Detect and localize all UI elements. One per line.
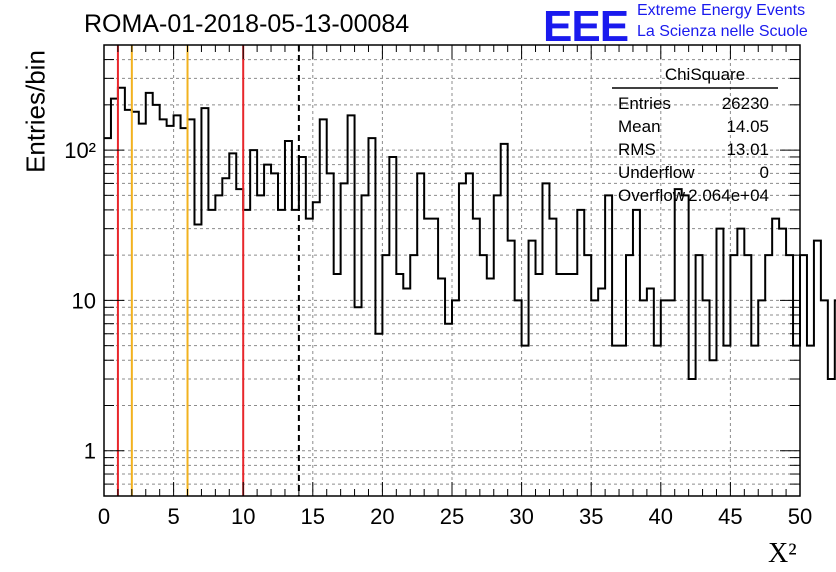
eee-logo: EEE xyxy=(543,2,629,51)
stats-value: 26230 xyxy=(722,94,769,113)
x-tick-label: 0 xyxy=(98,504,110,529)
x-tick-label: 10 xyxy=(231,504,255,529)
axis-ticks: 0 5 10 15 20 25 30 35 40 45 50 1 10 10² xyxy=(64,44,812,529)
stats-value: 14.05 xyxy=(726,117,769,136)
x-tick-label: 5 xyxy=(167,504,179,529)
histogram-series xyxy=(104,86,836,381)
y-tick-label: 10² xyxy=(64,138,96,163)
reference-lines xyxy=(116,45,300,496)
x-tick-label: 20 xyxy=(370,504,394,529)
logo-line-1: Extreme Energy Events xyxy=(637,2,806,19)
stats-value: 2.064e+04 xyxy=(688,186,769,205)
stats-value: 0 xyxy=(760,163,769,182)
x-axis-label: X² xyxy=(768,538,797,569)
stats-label: Underflow xyxy=(618,163,695,182)
x-tick-label: 50 xyxy=(788,504,812,529)
x-tick-label: 45 xyxy=(718,504,742,529)
x-tick-label: 40 xyxy=(649,504,673,529)
y-tick-label: 1 xyxy=(84,439,96,464)
histogram-step-line xyxy=(104,86,836,381)
stats-value: 13.01 xyxy=(726,140,769,159)
logo-line-2: La Scienza nelle Scuole xyxy=(637,23,808,40)
x-tick-label: 25 xyxy=(440,504,464,529)
stats-title: ChiSquare xyxy=(665,65,745,84)
x-tick-label: 35 xyxy=(579,504,603,529)
stats-label: Entries xyxy=(618,94,671,113)
stats-label: Overflow xyxy=(618,186,686,205)
stats-label: RMS xyxy=(618,140,656,159)
stats-box: ChiSquare Entries 26230 Mean 14.05 RMS 13.01 Un… xyxy=(612,65,778,205)
y-tick-label: 10 xyxy=(72,288,96,313)
chart-title: ROMA-01-2018-05-13-00084 xyxy=(84,10,410,38)
x-tick-label: 15 xyxy=(301,504,325,529)
stats-label: Mean xyxy=(618,117,661,136)
x-tick-label: 30 xyxy=(509,504,533,529)
